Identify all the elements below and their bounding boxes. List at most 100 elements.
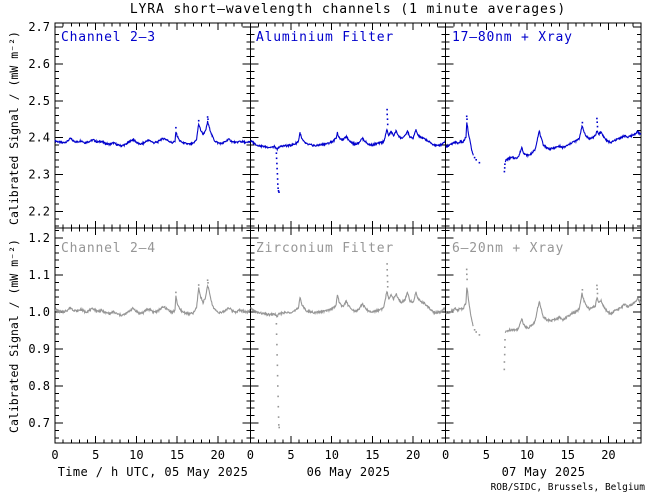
x-axis-caption-day2: 06 May 2025	[306, 465, 391, 479]
svg-text:0.8: 0.8	[28, 379, 50, 393]
svg-text:15: 15	[170, 448, 184, 462]
series-dot	[275, 323, 278, 325]
series-dot	[466, 278, 468, 281]
series-dot	[175, 126, 177, 129]
svg-text:20: 20	[406, 448, 420, 462]
series-dot	[277, 187, 279, 189]
panel-label-zirconium-filter: Zirconium Filter	[256, 241, 395, 256]
series-dot	[581, 121, 584, 124]
series-dot	[475, 159, 477, 161]
series-line	[250, 290, 447, 318]
series-line	[504, 292, 642, 334]
series-dot	[386, 113, 388, 116]
svg-text:1.0: 1.0	[28, 305, 50, 319]
series-dot	[475, 331, 477, 333]
series-dot	[386, 274, 389, 277]
series-dot	[276, 354, 278, 356]
x-axis-caption-day1: Time / h UTC, 05 May 2025	[57, 465, 249, 479]
svg-text:15: 15	[365, 448, 379, 462]
svg-text:10: 10	[520, 448, 534, 462]
series-dot	[473, 329, 476, 331]
series-line	[54, 120, 251, 148]
series-dot	[275, 152, 278, 154]
series-dot	[275, 157, 278, 160]
svg-text:5: 5	[483, 448, 490, 462]
svg-text:5: 5	[287, 448, 294, 462]
series-dot	[278, 424, 280, 426]
svg-text:0: 0	[247, 448, 254, 462]
series-dot	[466, 118, 468, 120]
series-dot	[478, 334, 481, 336]
series-line	[504, 124, 642, 163]
series-dot	[503, 368, 506, 371]
series-dot	[197, 119, 200, 122]
series-dot	[386, 280, 389, 283]
series-dot	[581, 289, 584, 291]
svg-text:2.7: 2.7	[28, 20, 50, 34]
series-dot	[207, 118, 209, 120]
series-dot	[206, 116, 209, 118]
svg-text:0.9: 0.9	[28, 342, 50, 356]
series-dot	[503, 170, 506, 173]
panel-label-aluminium-filter: Aluminium Filter	[256, 30, 395, 45]
panel-channel-2-4-day1: 0.7 0.8 0.9 1.0 1.1 1.2 0 5 10 15 20	[28, 227, 251, 462]
svg-text:0: 0	[442, 448, 449, 462]
series-dot	[197, 284, 200, 286]
series-dot	[276, 173, 279, 175]
credit-text: ROB/SIDC, Brussels, Belgium	[490, 482, 645, 493]
series-dot	[207, 282, 209, 284]
series-dot	[596, 121, 598, 123]
series-dot	[386, 123, 389, 126]
panel-channel-2-3-day1: 2.2 2.3 2.4 2.5 2.6 2.7	[28, 20, 251, 229]
panel-label-channel-2-3: Channel 2–3	[61, 30, 156, 45]
svg-text:2.3: 2.3	[28, 168, 50, 182]
series-dot	[276, 162, 278, 165]
series-dot	[175, 291, 177, 294]
series-dot	[504, 339, 506, 341]
series-dot	[466, 273, 468, 276]
svg-text:10: 10	[324, 448, 338, 462]
svg-text:2.2: 2.2	[28, 204, 50, 218]
series-dot	[277, 416, 280, 418]
panel-label-6-20nm-xray: 6–20nm + Xray	[452, 241, 565, 256]
series-dot	[277, 183, 279, 185]
series-line	[445, 287, 474, 327]
svg-text:2.6: 2.6	[28, 57, 50, 71]
panel-channel-2-4-day3: 0 5 10 15 20	[442, 227, 642, 462]
panel-label-17-80nm-xray: 17–80nm + Xray	[452, 30, 573, 45]
svg-text:5: 5	[92, 448, 99, 462]
series-dot	[596, 117, 598, 120]
series-dot	[596, 125, 599, 128]
series-dot	[596, 284, 598, 287]
series-dot	[596, 292, 599, 295]
svg-text:20: 20	[601, 448, 615, 462]
x-axis-caption-day3: 07 May 2025	[501, 465, 586, 479]
series-dot	[386, 108, 388, 111]
series-dot	[277, 395, 279, 398]
series-dot	[276, 343, 278, 346]
panel-channel-2-3-day3	[445, 22, 642, 229]
series-dot	[277, 385, 279, 387]
svg-text:0.7: 0.7	[28, 416, 50, 430]
series-line	[445, 122, 474, 156]
panel-channel-2-4-day2: 0 5 10 15 20	[247, 227, 447, 462]
series-dot	[275, 333, 278, 335]
svg-text:1.1: 1.1	[28, 268, 50, 282]
svg-text:1.2: 1.2	[28, 231, 50, 245]
series-dot	[276, 374, 279, 377]
series-dot	[473, 156, 476, 159]
svg-text:2.4: 2.4	[28, 131, 50, 145]
series-dot	[478, 161, 481, 164]
series-dot	[386, 286, 389, 288]
series-dot	[503, 167, 506, 169]
svg-text:0: 0	[51, 448, 58, 462]
svg-text:10: 10	[129, 448, 143, 462]
series-dot	[465, 115, 468, 118]
series-line	[250, 128, 446, 152]
series-dot	[278, 426, 280, 429]
svg-text:15: 15	[561, 448, 575, 462]
series-dot	[206, 279, 209, 281]
series-dot	[277, 190, 280, 192]
